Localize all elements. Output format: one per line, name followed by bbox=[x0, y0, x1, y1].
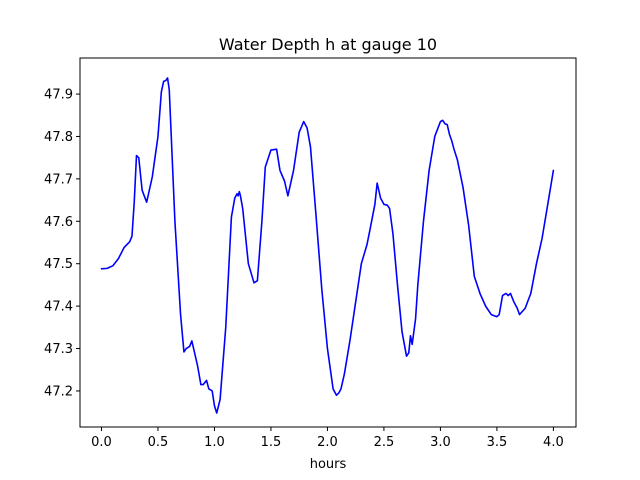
x-axis-label: hours bbox=[310, 457, 347, 472]
x-tick-label: 4.0 bbox=[543, 435, 564, 450]
y-tick-label: 47.8 bbox=[44, 130, 73, 145]
plot-series bbox=[100, 77, 555, 414]
y-tick-label: 47.5 bbox=[44, 257, 73, 272]
chart-title: Water Depth h at gauge 10 bbox=[219, 35, 437, 54]
y-tick-label: 47.4 bbox=[44, 300, 73, 315]
x-tick-label: 2.0 bbox=[317, 435, 338, 450]
series-line-0 bbox=[100, 77, 555, 414]
x-tick-label: 3.0 bbox=[430, 435, 451, 450]
y-tick-label: 47.3 bbox=[44, 342, 73, 357]
x-tick-label: 3.5 bbox=[487, 435, 508, 450]
y-tick-label: 47.6 bbox=[44, 215, 73, 230]
y-tick-label: 47.7 bbox=[44, 172, 73, 187]
x-axis-ticks: 0.0 0.5 1.0 1.5 2.0 2.5 3.0 3.5 4.0 bbox=[91, 427, 564, 450]
x-tick-label: 2.5 bbox=[374, 435, 395, 450]
x-tick-label: 0.5 bbox=[148, 435, 169, 450]
x-tick-label: 1.0 bbox=[204, 435, 225, 450]
y-tick-label: 47.2 bbox=[44, 384, 73, 399]
y-axis-ticks: 47.2 47.3 47.4 47.5 47.6 47.7 47.8 47.9 bbox=[44, 88, 80, 399]
plot-frame bbox=[79, 57, 577, 428]
x-tick-label: 0.0 bbox=[91, 435, 112, 450]
x-tick-label: 1.5 bbox=[261, 435, 282, 450]
y-tick-label: 47.9 bbox=[44, 88, 73, 103]
